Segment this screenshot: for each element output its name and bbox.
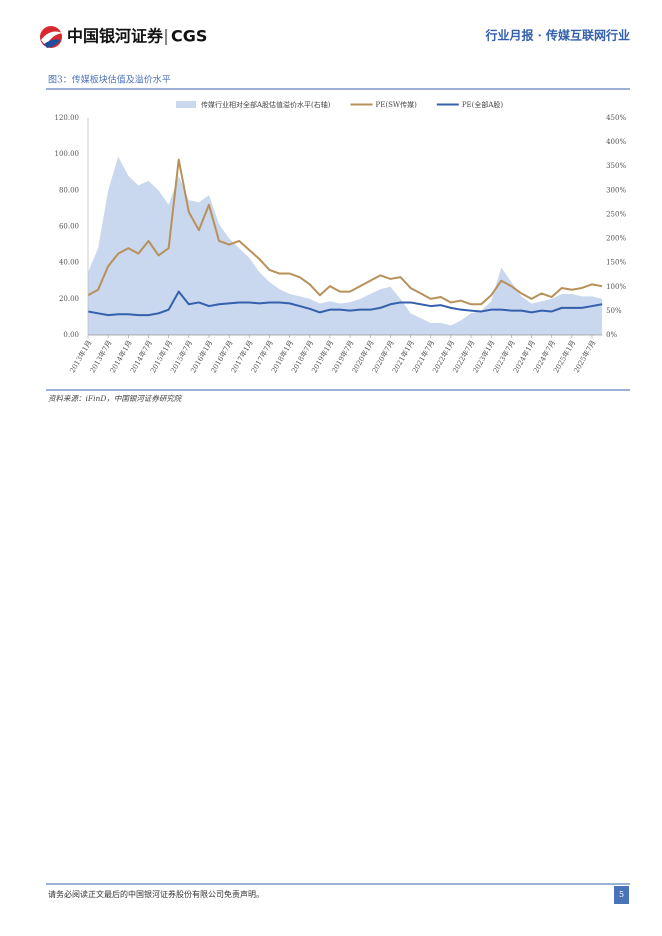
y2-tick-label: 300% <box>606 186 626 194</box>
legend-swatch <box>176 101 196 108</box>
report-title: 行业月报 · 传媒互联网行业 <box>484 28 630 43</box>
page-number: 5 <box>619 890 624 899</box>
y2-tick-label: 450% <box>606 114 626 122</box>
y-tick-label: 20.00 <box>59 295 79 303</box>
y2-tick-label: 100% <box>606 283 626 291</box>
pe-line <box>87 158 603 306</box>
logo-icon <box>40 26 63 48</box>
y2-tick-label: 0% <box>606 331 617 339</box>
logo-en: CGS <box>171 27 207 46</box>
source-note: 资料来源：iFinD，中国银河证券研究院 <box>48 394 183 403</box>
y2-tick-label: 50% <box>606 307 622 315</box>
y2-tick-label: 150% <box>606 259 626 267</box>
chart: 传媒行业相对全部A股估值溢价水平(右轴) PE(SW传媒) PE(全部A股) 0.00… <box>55 100 627 374</box>
y2-tick-label: 350% <box>606 162 626 170</box>
legend-label: PE(全部A股) <box>462 100 504 109</box>
pe-line <box>87 290 603 317</box>
y-tick-label: 0.00 <box>63 331 79 339</box>
figure-caption: 图3：传媒板块估值及溢价水平 <box>48 74 171 86</box>
y-tick-label: 100.00 <box>55 150 80 158</box>
legend-label: PE(SW传媒) <box>376 100 418 109</box>
y2-tick-label: 400% <box>606 138 626 146</box>
y2-tick-label: 250% <box>606 210 626 218</box>
premium-area <box>88 156 603 335</box>
page-number-box <box>614 886 629 904</box>
y-tick-label: 80.00 <box>59 186 79 194</box>
y-tick-label: 120.00 <box>55 114 80 122</box>
logo-cn: 中国银河证券 <box>67 27 164 46</box>
disclaimer: 请务必阅读正文最后的中国银河证券股份有限公司免责声明。 <box>48 889 264 899</box>
y2-tick-label: 200% <box>606 235 626 243</box>
y-tick-label: 60.00 <box>59 223 79 231</box>
y-tick-label: 40.00 <box>59 259 79 267</box>
legend-label: 传媒行业相对全部A股估值溢价水平(右轴) <box>201 100 331 109</box>
